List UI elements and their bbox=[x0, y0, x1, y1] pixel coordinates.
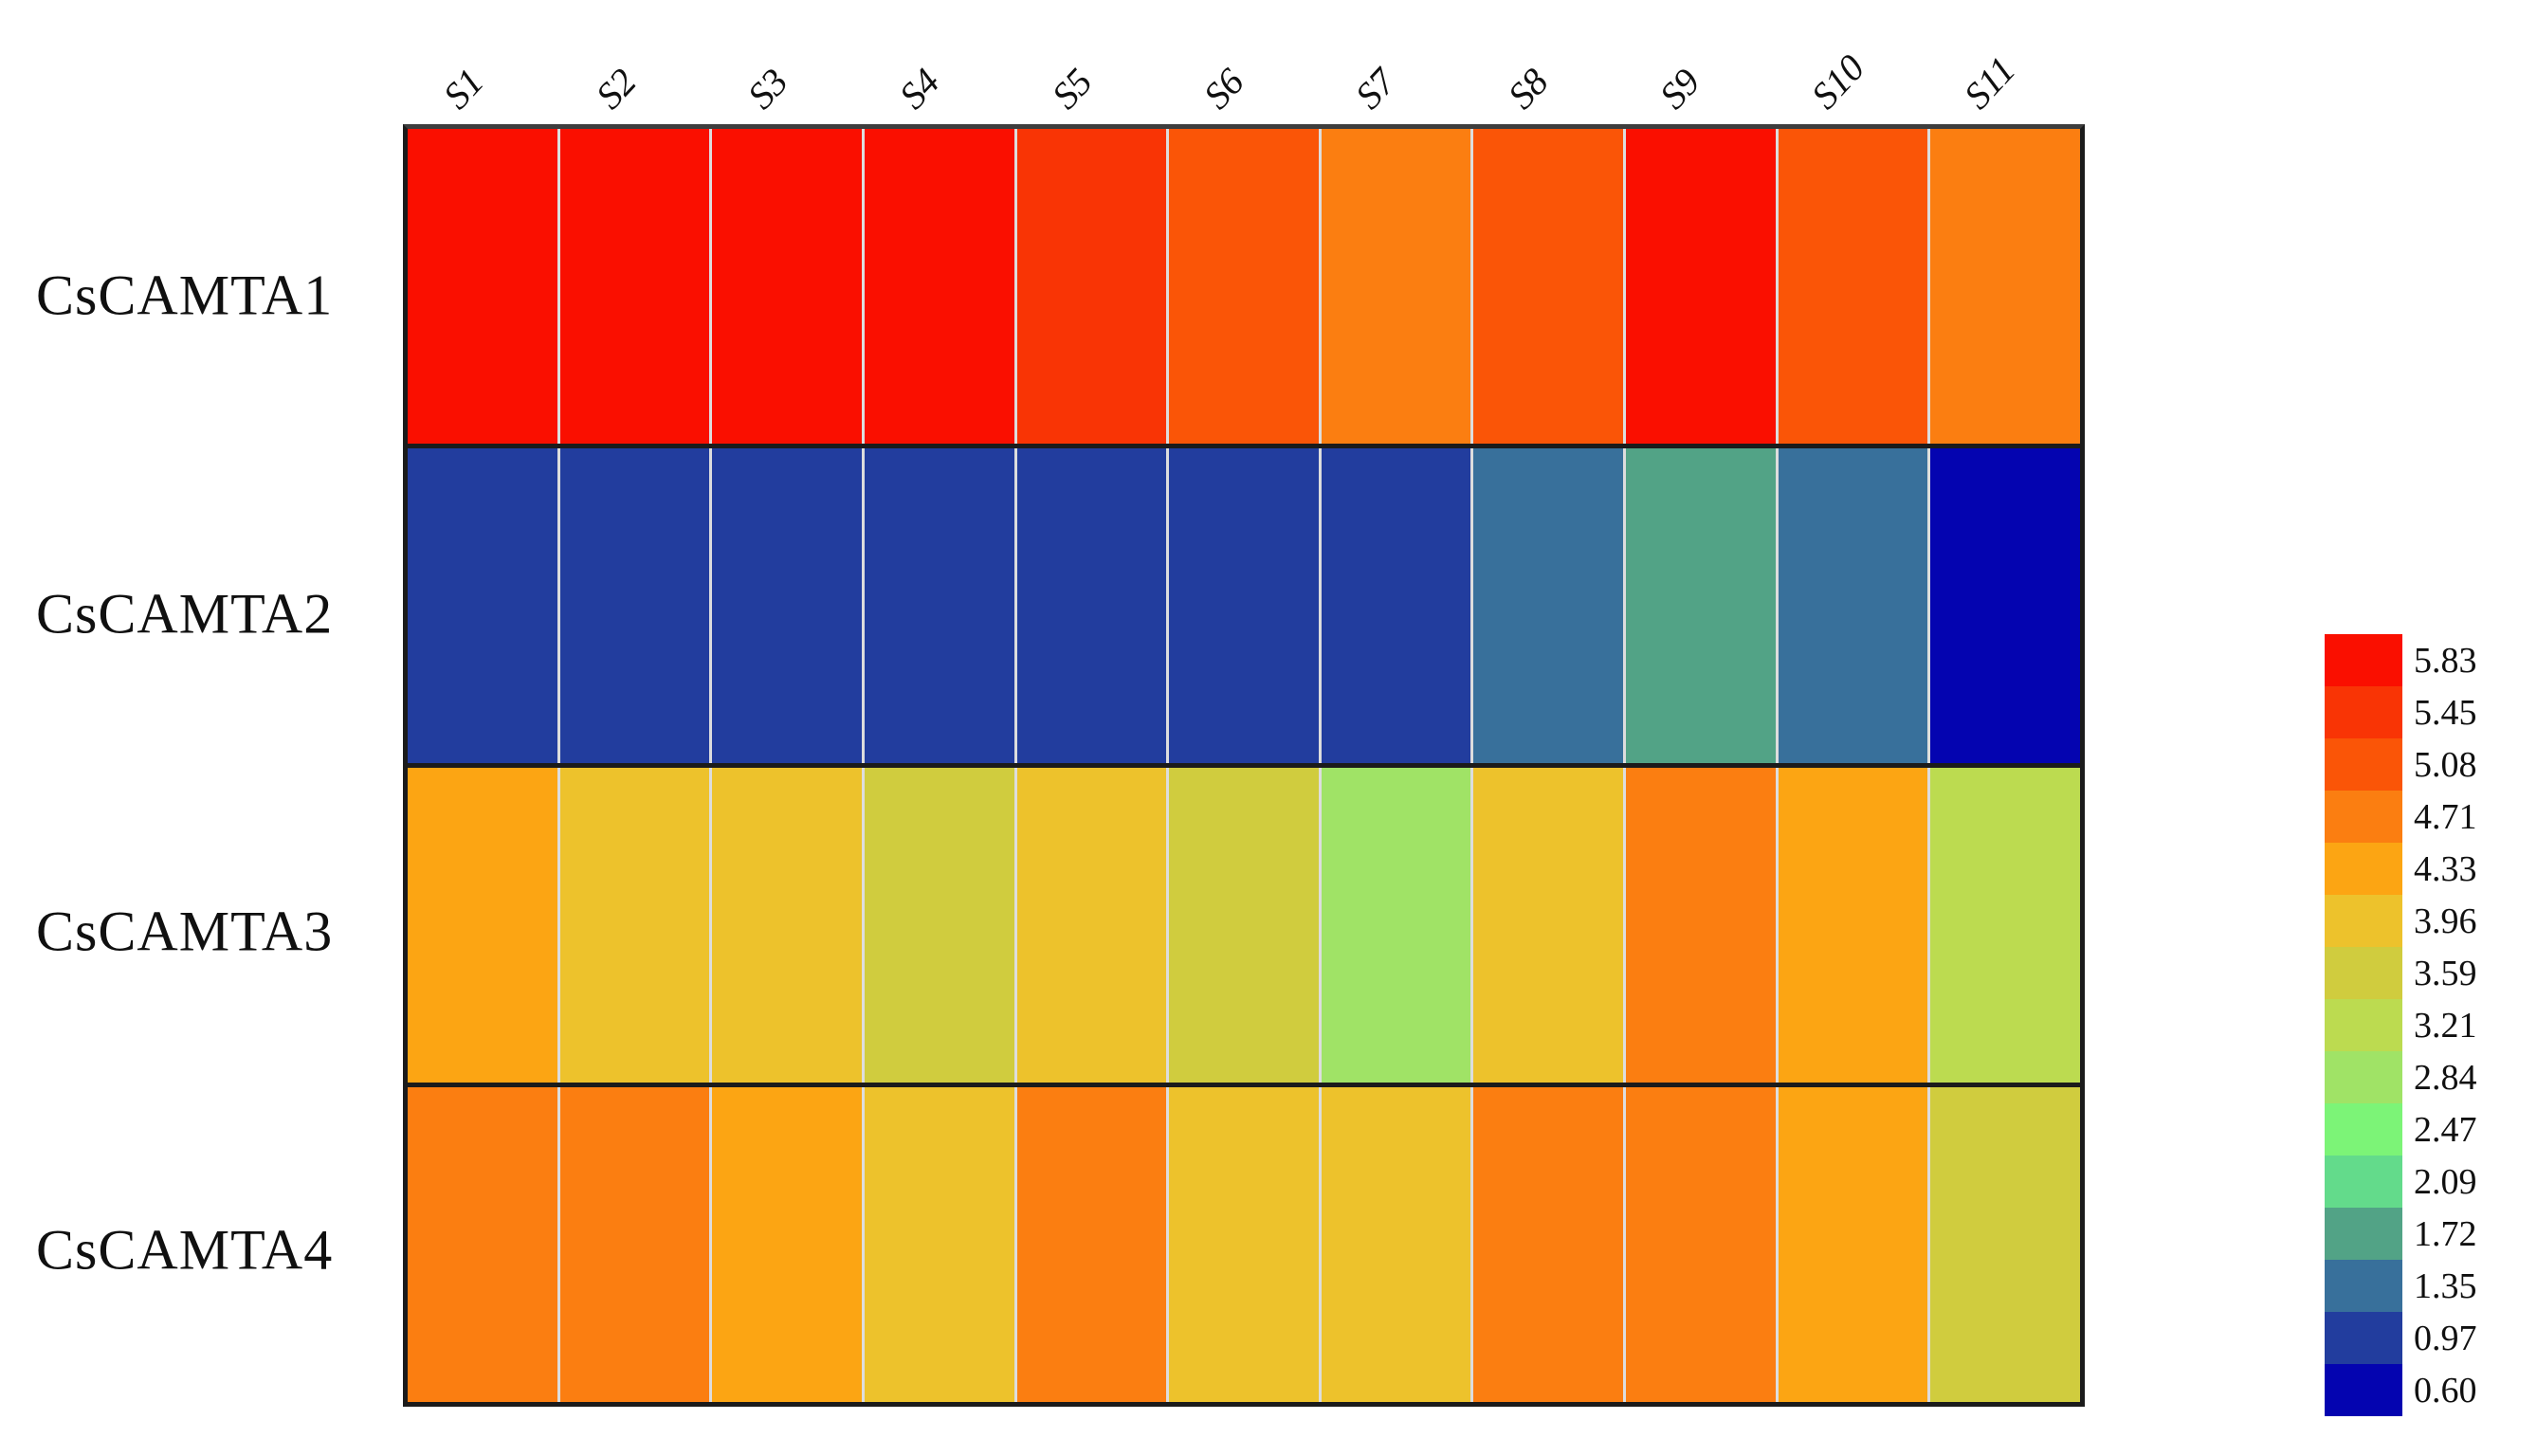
legend-swatch bbox=[2325, 791, 2402, 843]
heatmap-cell bbox=[1321, 1087, 1471, 1402]
column-label-s3: S3 bbox=[739, 60, 796, 118]
heatmap-cell bbox=[1778, 129, 1928, 444]
column-label-s6: S6 bbox=[1195, 60, 1252, 118]
heatmap-cell bbox=[1321, 129, 1471, 444]
legend-swatch bbox=[2325, 1051, 2402, 1103]
legend-value: 2.09 bbox=[2414, 1161, 2477, 1202]
heatmap-cell bbox=[1321, 448, 1471, 763]
heatmap-cell bbox=[1626, 129, 1776, 444]
legend-values: 5.83 5.45 5.08 4.71 4.33 3.96 3.59 3.21 2.84 2.47… bbox=[2414, 634, 2477, 1416]
heatmap-cell bbox=[864, 448, 1014, 763]
legend-swatch bbox=[2325, 686, 2402, 738]
heatmap-cell bbox=[1626, 1087, 1776, 1402]
legend-swatch bbox=[2325, 843, 2402, 895]
row-label-cscamta2: CsCAMTA2 bbox=[36, 582, 334, 646]
legend-value: 3.96 bbox=[2414, 901, 2477, 941]
heatmap-cell bbox=[1930, 129, 2080, 444]
heatmap-cell bbox=[712, 448, 862, 763]
legend-value: 4.33 bbox=[2414, 848, 2477, 889]
heatmap-cell bbox=[1016, 768, 1167, 1083]
heatmap-cell bbox=[864, 1087, 1014, 1402]
legend-swatches bbox=[2325, 634, 2402, 1416]
legend-swatch bbox=[2325, 947, 2402, 999]
column-label-s11: S11 bbox=[1955, 47, 2024, 118]
heatmap-cell bbox=[1626, 448, 1776, 763]
column-label-s2: S2 bbox=[587, 60, 645, 118]
heatmap-cell bbox=[1016, 448, 1167, 763]
heatmap-cell bbox=[408, 448, 557, 763]
heatmap-cell bbox=[1473, 1087, 1624, 1402]
heatmap-cell bbox=[408, 1087, 557, 1402]
heatmap-cell bbox=[1930, 448, 2080, 763]
column-label-s10: S10 bbox=[1803, 46, 1873, 118]
heatmap-cell bbox=[1169, 129, 1319, 444]
heatmap-cell bbox=[1930, 1087, 2080, 1402]
heatmap-row-cscamta2 bbox=[408, 448, 2080, 763]
legend-swatch bbox=[2325, 1260, 2402, 1312]
heatmap-cell bbox=[1778, 448, 1928, 763]
legend-value: 0.97 bbox=[2414, 1318, 2477, 1358]
heatmap-cell bbox=[864, 768, 1014, 1083]
heatmap-cell bbox=[1169, 768, 1319, 1083]
heatmap-cell bbox=[559, 448, 710, 763]
row-label-cscamta1: CsCAMTA1 bbox=[36, 264, 334, 327]
heatmap-cell bbox=[1169, 1087, 1319, 1402]
heatmap-row-cscamta3 bbox=[408, 768, 2080, 1083]
legend-value: 2.47 bbox=[2414, 1109, 2477, 1150]
heatmap-cell bbox=[1473, 448, 1624, 763]
legend-value: 5.45 bbox=[2414, 692, 2477, 733]
row-label-cscamta4: CsCAMTA4 bbox=[36, 1218, 334, 1282]
legend-value: 4.71 bbox=[2414, 796, 2477, 837]
column-label-s8: S8 bbox=[1499, 60, 1557, 118]
heatmap-cell bbox=[559, 768, 710, 1083]
heatmap-cell bbox=[864, 129, 1014, 444]
legend-value: 1.35 bbox=[2414, 1265, 2477, 1306]
heatmap-cell bbox=[1626, 768, 1776, 1083]
heatmap-cell bbox=[559, 129, 710, 444]
heatmap-cell bbox=[1473, 129, 1624, 444]
heatmap-cell bbox=[1778, 1087, 1928, 1402]
heatmap-cell bbox=[1930, 768, 2080, 1083]
column-label-s7: S7 bbox=[1346, 60, 1405, 118]
legend-swatch bbox=[2325, 1208, 2402, 1260]
heatmap-cell bbox=[1169, 448, 1319, 763]
legend-swatch bbox=[2325, 738, 2402, 791]
legend-swatch bbox=[2325, 999, 2402, 1051]
legend-swatch bbox=[2325, 1312, 2402, 1364]
heatmap-cell bbox=[1321, 768, 1471, 1083]
heatmap-cell bbox=[408, 129, 557, 444]
heatmap-cell bbox=[408, 768, 557, 1083]
column-label-s9: S9 bbox=[1651, 60, 1708, 118]
legend-swatch bbox=[2325, 1156, 2402, 1208]
legend-value: 0.60 bbox=[2414, 1370, 2477, 1410]
legend-value: 5.83 bbox=[2414, 640, 2477, 681]
column-label-s4: S4 bbox=[890, 60, 949, 118]
heatmap-cell bbox=[712, 768, 862, 1083]
column-label-s1: S1 bbox=[434, 60, 492, 118]
legend-swatch bbox=[2325, 1364, 2402, 1416]
heatmap-row-cscamta1 bbox=[408, 129, 2080, 444]
legend-value: 5.08 bbox=[2414, 744, 2477, 785]
heatmap-cell bbox=[1016, 129, 1167, 444]
heatmap-cell bbox=[1016, 1087, 1167, 1402]
column-label-s5: S5 bbox=[1043, 60, 1101, 118]
legend-swatch bbox=[2325, 1103, 2402, 1156]
heatmap-row-cscamta4 bbox=[408, 1087, 2080, 1402]
heatmap-cell bbox=[1473, 768, 1624, 1083]
heatmap-grid bbox=[403, 124, 2085, 1407]
legend-value: 3.59 bbox=[2414, 953, 2477, 993]
heatmap-cell bbox=[712, 129, 862, 444]
heatmap-cell bbox=[712, 1087, 862, 1402]
heatmap-cell bbox=[1778, 768, 1928, 1083]
heatmap-cell bbox=[559, 1087, 710, 1402]
legend-swatch bbox=[2325, 634, 2402, 686]
legend-value: 2.84 bbox=[2414, 1057, 2477, 1098]
legend-value: 1.72 bbox=[2414, 1213, 2477, 1254]
legend-value: 3.21 bbox=[2414, 1005, 2477, 1046]
legend-swatch bbox=[2325, 895, 2402, 947]
row-label-cscamta3: CsCAMTA3 bbox=[36, 900, 334, 963]
